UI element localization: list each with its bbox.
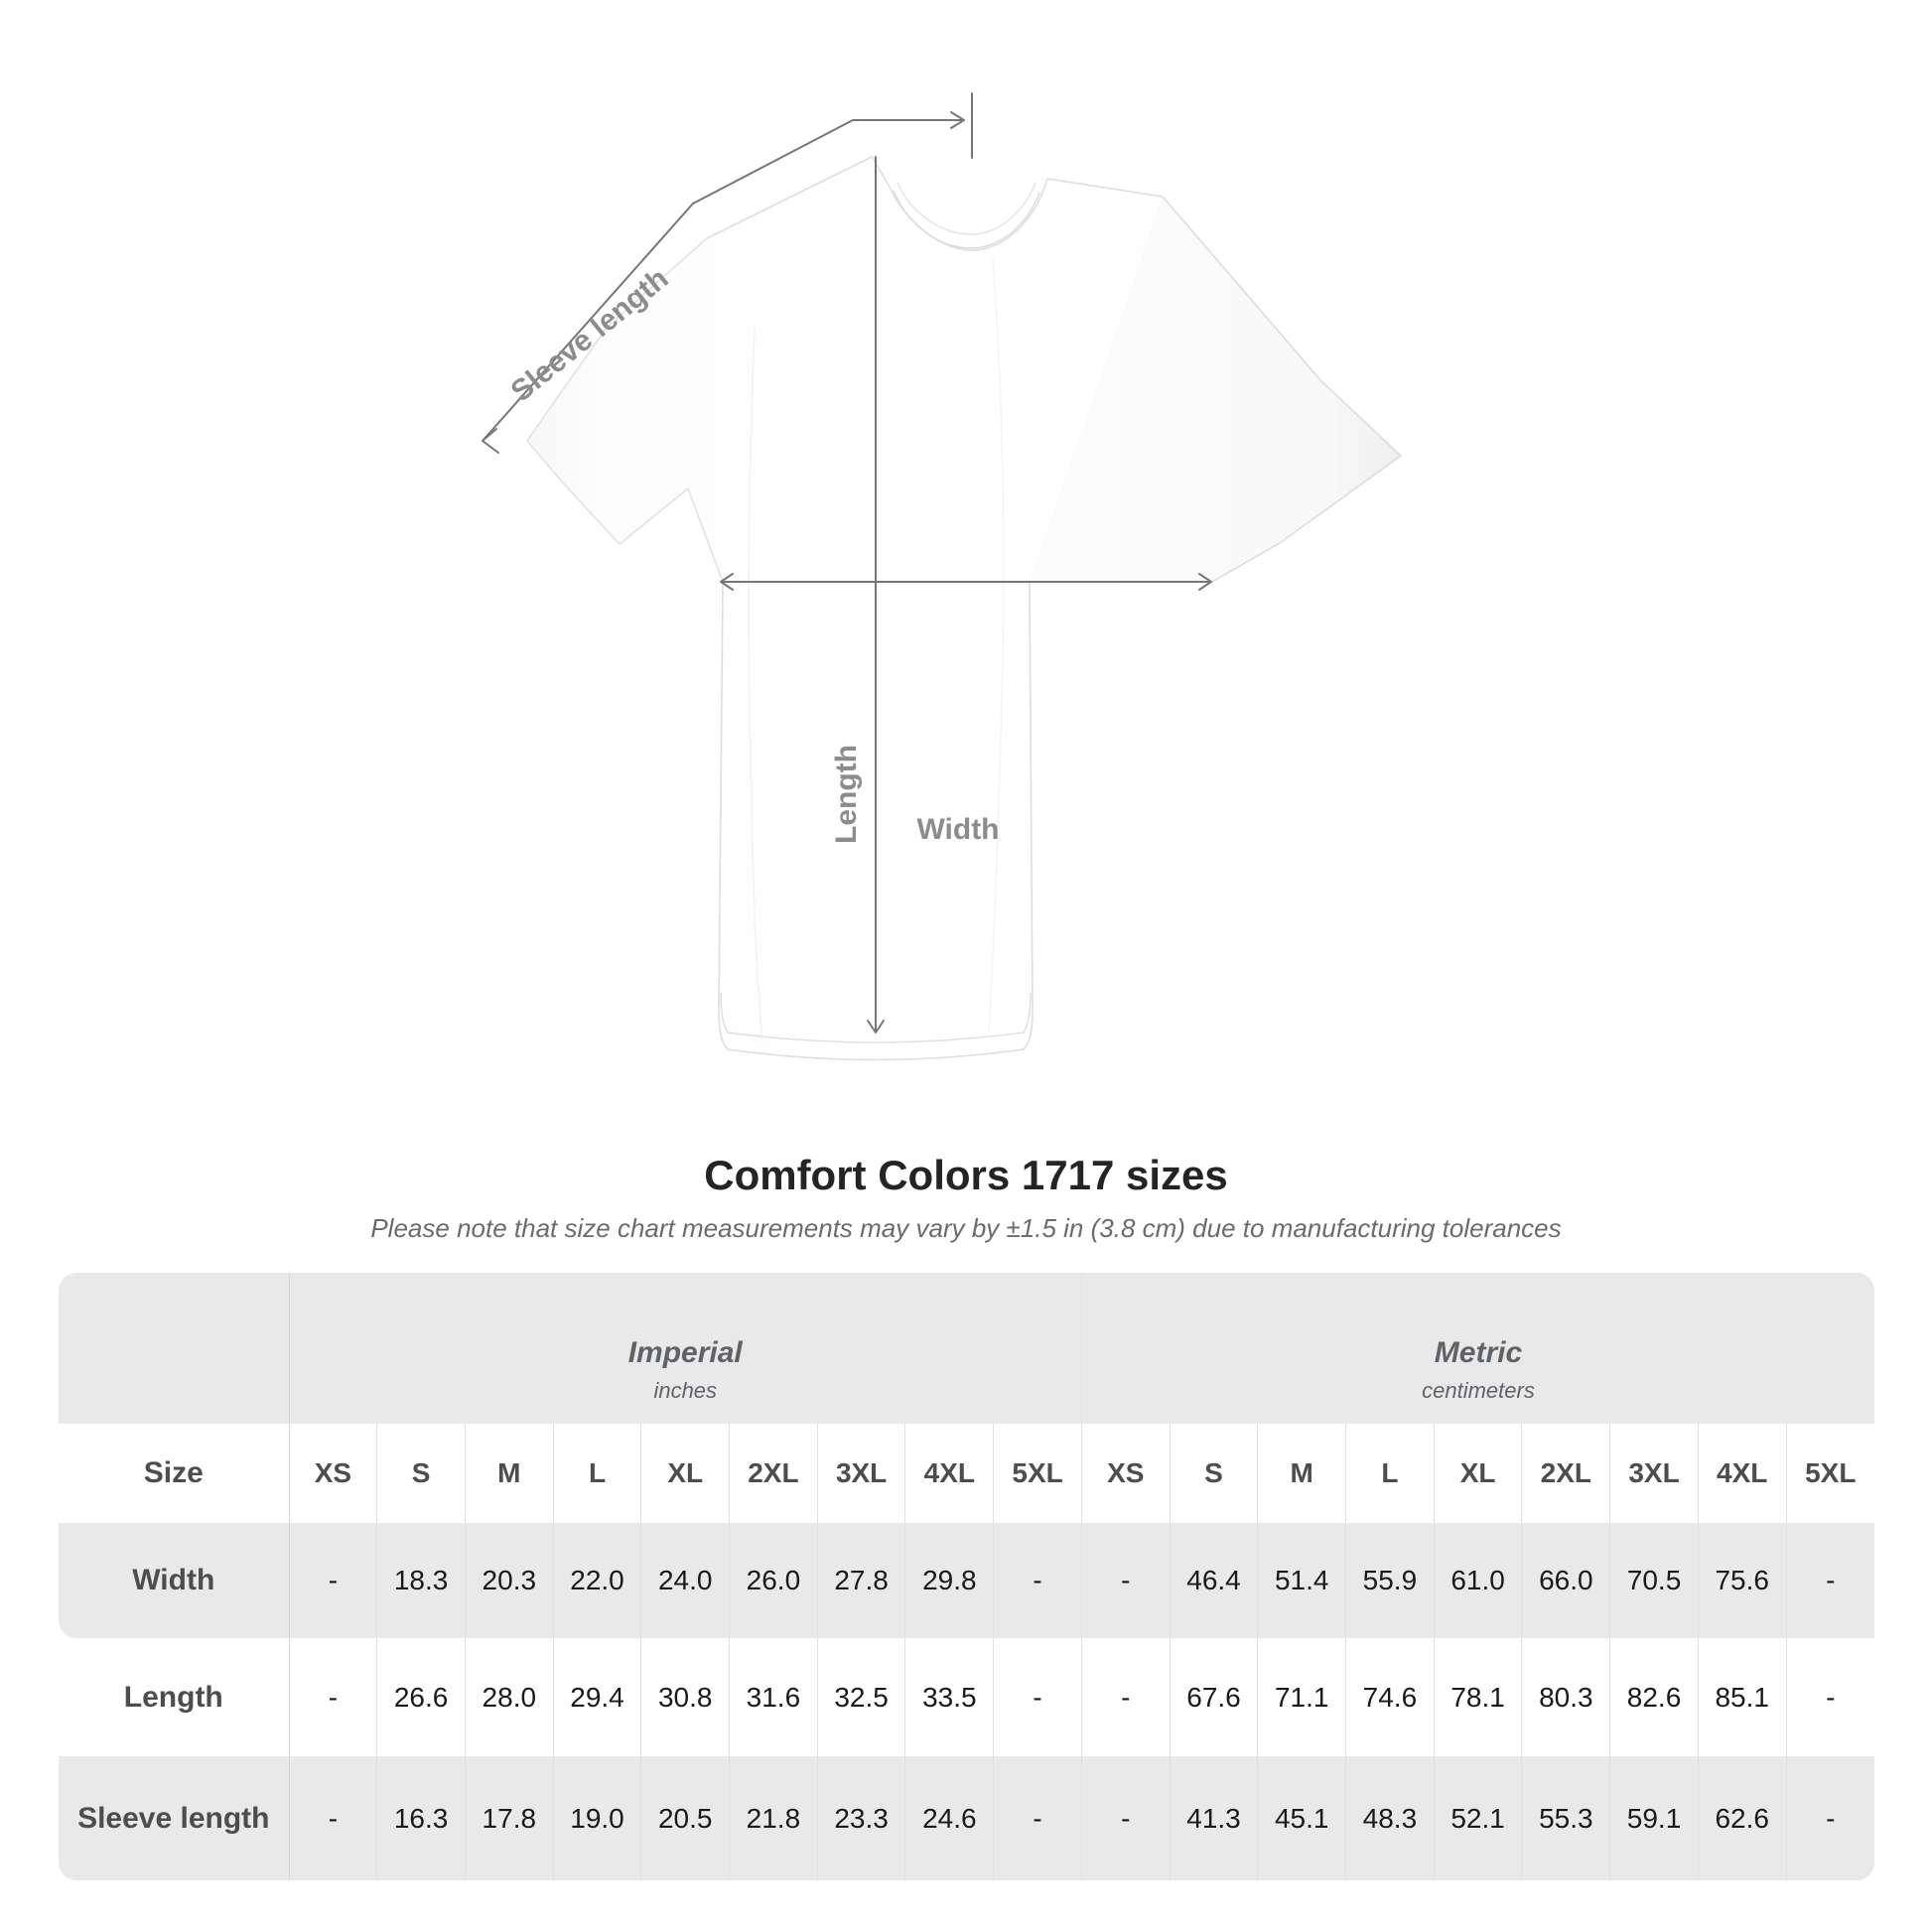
svg-text:Width: Width — [916, 813, 999, 846]
svg-text:Length: Length — [830, 745, 863, 844]
